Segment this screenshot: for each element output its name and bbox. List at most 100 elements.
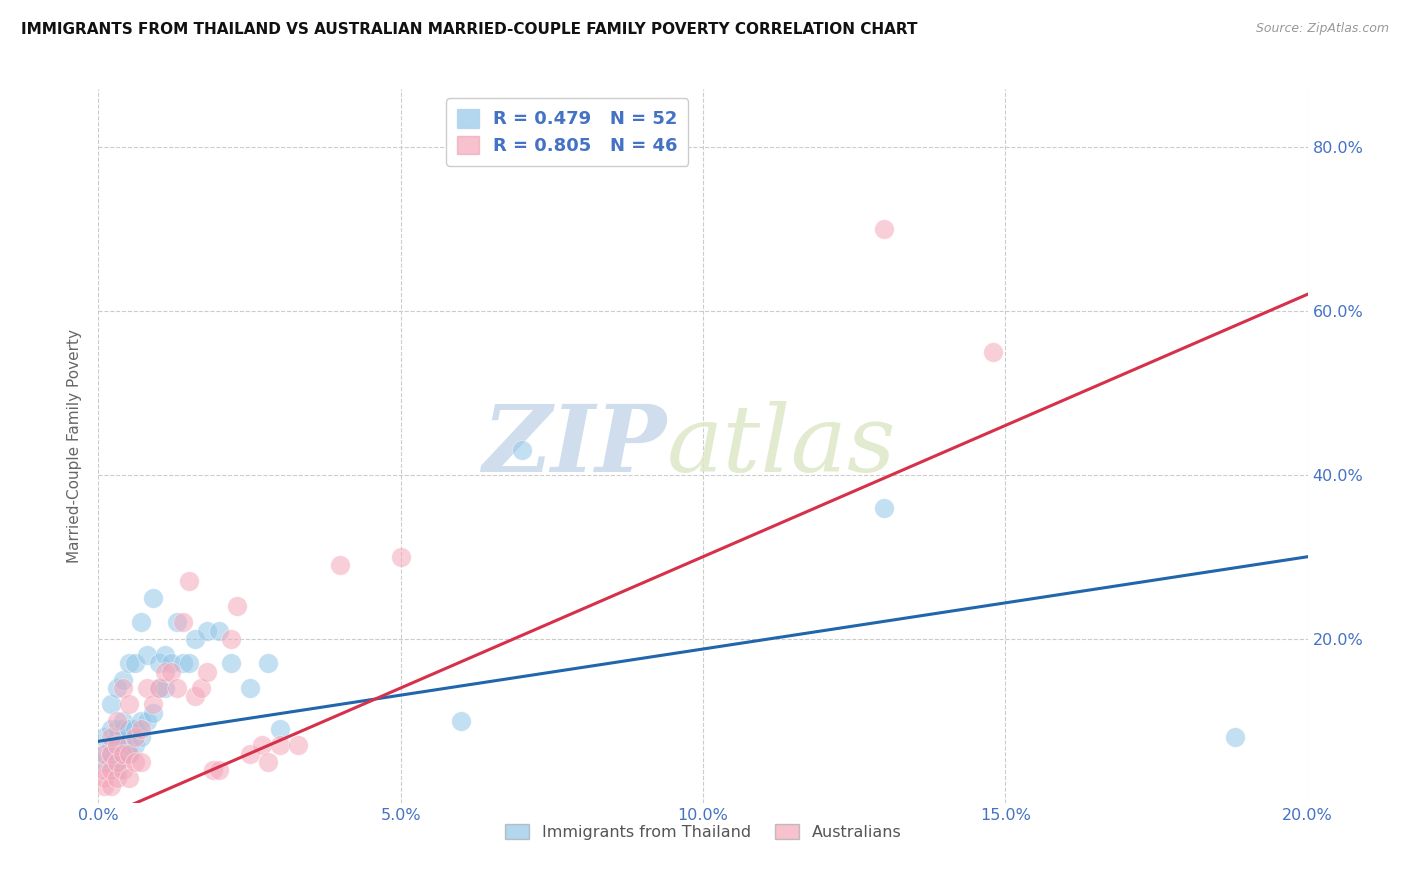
Point	[124, 755, 146, 769]
Point	[221, 632, 243, 646]
Point	[105, 739, 128, 753]
Point	[105, 755, 128, 769]
Point	[93, 771, 115, 785]
Point	[142, 591, 165, 605]
Point	[93, 747, 115, 761]
Point	[179, 657, 201, 671]
Point	[190, 681, 212, 695]
Point	[129, 730, 152, 744]
Point	[111, 681, 134, 695]
Point	[100, 763, 122, 777]
Point	[129, 755, 152, 769]
Point	[172, 657, 194, 671]
Point	[105, 739, 128, 753]
Point	[208, 624, 231, 638]
Point	[93, 730, 115, 744]
Point	[124, 657, 146, 671]
Point	[129, 722, 152, 736]
Point	[142, 698, 165, 712]
Point	[100, 730, 122, 744]
Text: Source: ZipAtlas.com: Source: ZipAtlas.com	[1256, 22, 1389, 36]
Point	[118, 657, 141, 671]
Point	[172, 615, 194, 630]
Text: IMMIGRANTS FROM THAILAND VS AUSTRALIAN MARRIED-COUPLE FAMILY POVERTY CORRELATION: IMMIGRANTS FROM THAILAND VS AUSTRALIAN M…	[21, 22, 918, 37]
Point	[118, 747, 141, 761]
Point	[226, 599, 249, 613]
Point	[142, 706, 165, 720]
Point	[450, 714, 472, 728]
Point	[105, 755, 128, 769]
Point	[100, 722, 122, 736]
Point	[202, 763, 225, 777]
Point	[195, 665, 218, 679]
Point	[111, 730, 134, 744]
Point	[1223, 730, 1246, 744]
Point	[153, 681, 176, 695]
Point	[256, 755, 278, 769]
Point	[239, 681, 262, 695]
Point	[111, 714, 134, 728]
Point	[124, 722, 146, 736]
Point	[221, 657, 243, 671]
Point	[135, 681, 157, 695]
Point	[93, 747, 115, 761]
Point	[111, 747, 134, 761]
Point	[160, 665, 183, 679]
Point	[148, 681, 170, 695]
Point	[148, 681, 170, 695]
Point	[873, 221, 896, 235]
Point	[981, 344, 1004, 359]
Point	[287, 739, 309, 753]
Point	[129, 615, 152, 630]
Point	[118, 739, 141, 753]
Point	[135, 714, 157, 728]
Point	[100, 747, 122, 761]
Point	[100, 739, 122, 753]
Point	[93, 755, 115, 769]
Point	[195, 624, 218, 638]
Point	[135, 648, 157, 662]
Legend: Immigrants from Thailand, Australians: Immigrants from Thailand, Australians	[499, 817, 907, 847]
Point	[179, 574, 201, 589]
Y-axis label: Married-Couple Family Poverty: Married-Couple Family Poverty	[67, 329, 83, 563]
Point	[239, 747, 262, 761]
Point	[111, 747, 134, 761]
Point	[269, 722, 291, 736]
Point	[873, 500, 896, 515]
Point	[118, 747, 141, 761]
Point	[105, 771, 128, 785]
Point	[184, 689, 207, 703]
Point	[250, 739, 273, 753]
Point	[111, 763, 134, 777]
Point	[105, 730, 128, 744]
Point	[269, 739, 291, 753]
Point	[160, 657, 183, 671]
Point	[100, 780, 122, 794]
Point	[389, 549, 412, 564]
Point	[93, 780, 115, 794]
Point	[129, 714, 152, 728]
Point	[105, 714, 128, 728]
Point	[124, 730, 146, 744]
Point	[256, 657, 278, 671]
Point	[105, 681, 128, 695]
Point	[105, 763, 128, 777]
Point	[100, 698, 122, 712]
Point	[153, 648, 176, 662]
Point	[93, 763, 115, 777]
Point	[184, 632, 207, 646]
Point	[208, 763, 231, 777]
Point	[105, 722, 128, 736]
Text: atlas: atlas	[666, 401, 896, 491]
Point	[100, 755, 122, 769]
Point	[148, 657, 170, 671]
Point	[118, 722, 141, 736]
Point	[166, 681, 188, 695]
Point	[111, 722, 134, 736]
Point	[118, 698, 141, 712]
Point	[111, 673, 134, 687]
Point	[100, 747, 122, 761]
Text: ZIP: ZIP	[482, 401, 666, 491]
Point	[153, 665, 176, 679]
Point	[124, 739, 146, 753]
